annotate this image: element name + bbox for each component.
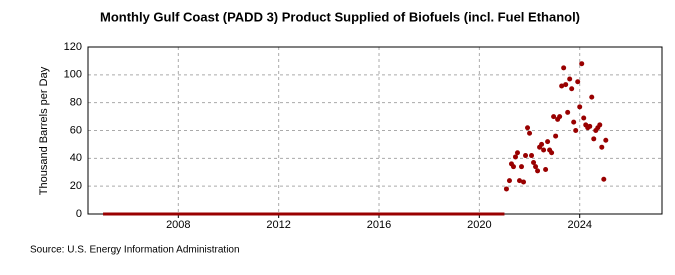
data-point — [601, 176, 607, 182]
data-point — [579, 61, 585, 67]
x-tick-label: 2020 — [467, 219, 491, 231]
data-point — [512, 154, 518, 160]
data-point — [551, 114, 557, 120]
data-point — [535, 168, 541, 174]
data-point — [541, 147, 547, 153]
data-point — [589, 94, 595, 100]
data-point — [559, 83, 565, 89]
y-tick-label: 100 — [64, 69, 82, 81]
data-point — [527, 130, 533, 136]
data-point — [575, 79, 581, 85]
x-tick-label: 2016 — [367, 219, 391, 231]
y-tick-label: 0 — [76, 208, 82, 220]
data-point — [597, 122, 603, 128]
data-point — [510, 164, 516, 170]
data-point — [557, 114, 563, 120]
data-point — [567, 76, 573, 82]
data-point — [591, 136, 597, 142]
data-point — [549, 150, 555, 156]
data-point — [573, 128, 579, 133]
y-tick-label: 60 — [70, 124, 82, 136]
data-point — [587, 123, 593, 129]
data-point — [571, 119, 577, 125]
data-point — [539, 141, 545, 147]
data-point — [503, 186, 509, 192]
source-note: Source: U.S. Energy Information Administ… — [30, 245, 240, 256]
data-point — [514, 150, 520, 156]
data-point — [603, 137, 609, 143]
data-point — [519, 164, 525, 170]
x-tick-label: 2008 — [166, 219, 190, 231]
data-point — [577, 104, 583, 110]
data-point — [599, 144, 605, 150]
data-point — [563, 82, 569, 88]
data-point — [517, 178, 523, 184]
data-point — [521, 179, 527, 185]
y-axis-label: Thousand Barrels per Day — [38, 66, 50, 195]
data-point — [531, 160, 537, 166]
data-point — [565, 109, 571, 115]
data-point — [506, 178, 512, 184]
data-point — [523, 153, 529, 159]
y-tick-label: 20 — [70, 180, 82, 192]
x-tick-label: 2012 — [266, 219, 290, 231]
data-point — [545, 139, 551, 145]
data-point — [553, 133, 559, 139]
data-point — [569, 86, 575, 92]
y-tick-label: 120 — [64, 41, 82, 53]
data-point — [581, 115, 587, 121]
y-tick-label: 80 — [70, 97, 82, 109]
data-point — [525, 125, 531, 131]
x-tick-label: 2024 — [567, 219, 591, 231]
data-point — [533, 164, 539, 170]
data-point — [543, 166, 549, 172]
y-tick-label: 40 — [70, 152, 82, 164]
data-point — [529, 153, 535, 159]
data-point — [561, 65, 567, 71]
chart-title: Monthly Gulf Coast (PADD 3) Product Supp… — [100, 9, 580, 24]
